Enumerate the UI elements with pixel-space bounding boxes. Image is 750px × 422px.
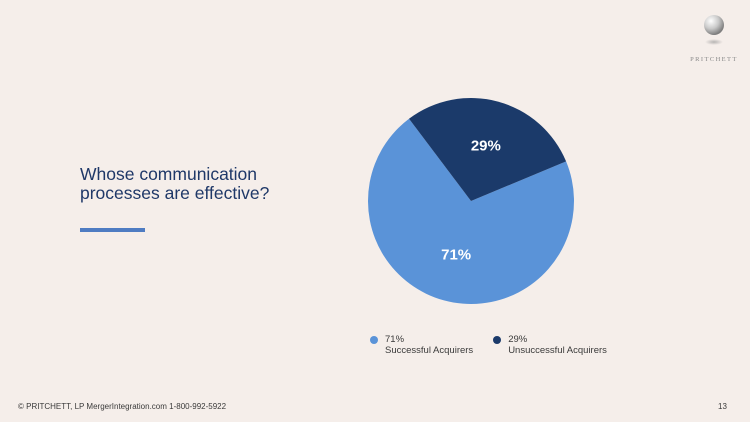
legend-label-unsuccessful: 29% Unsuccessful Acquirers [508,334,607,356]
legend-swatch-unsuccessful [493,336,502,344]
page-number: 13 [718,402,727,411]
pie-chart: 71% 29% [368,98,574,304]
legend-item-unsuccessful: 29% Unsuccessful Acquirers [493,334,607,356]
legend-value-successful: 71% [385,334,405,345]
legend-value-unsuccessful: 29% [508,334,528,345]
accent-bar [80,228,145,232]
logo-text: PRITCHETT [690,56,738,63]
legend-name-successful: Successful Acquirers [385,345,474,356]
pie-label-unsuccessful: 29% [471,137,501,154]
slide-question: Whose communication processes are effect… [80,164,270,203]
pritchett-logo: PRITCHETT [686,14,742,63]
chart-legend: 71% Successful Acquirers 29% Unsuccessfu… [370,334,627,356]
legend-swatch-successful [370,336,378,344]
pie-slice-unsuccessful [409,98,567,201]
sphere-logo-icon [704,15,724,45]
footer-copyright: © PRITCHETT, LP MergerIntegration.com 1-… [18,402,227,411]
pie-label-successful: 71% [441,247,471,264]
legend-label-successful: 71% Successful Acquirers [385,334,473,356]
pie-slice-successful [368,118,574,304]
legend-item-successful: 71% Successful Acquirers [370,334,473,356]
legend-name-unsuccessful: Unsuccessful Acquirers [508,345,607,356]
